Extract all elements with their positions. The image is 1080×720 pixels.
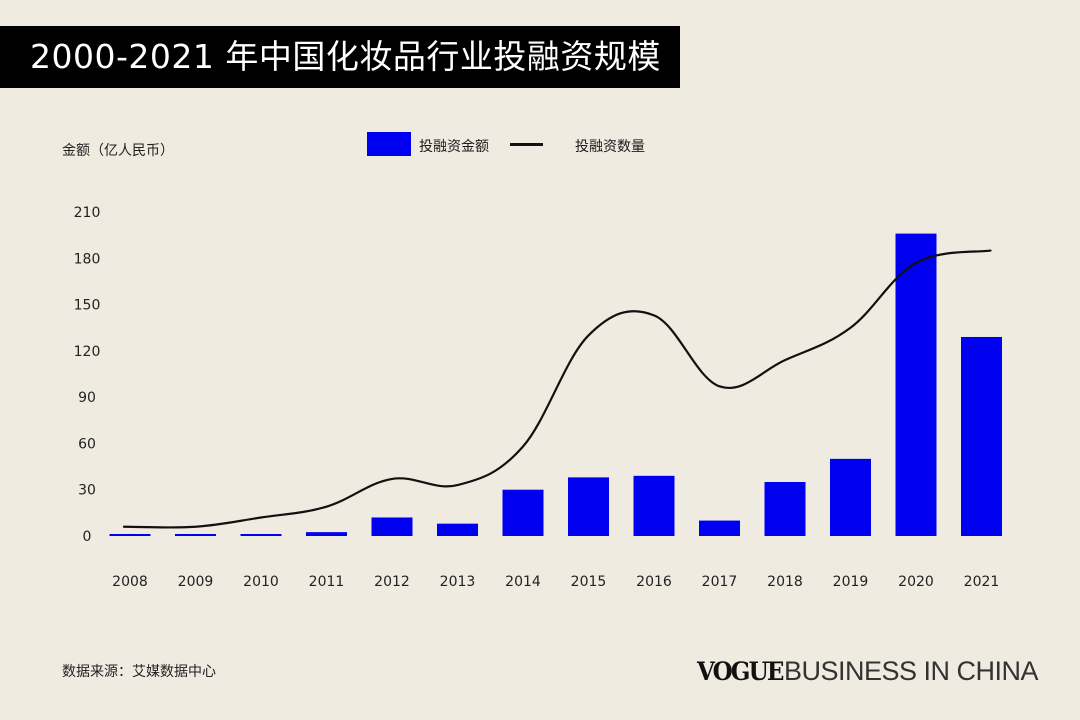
y-tick-label: 150: [74, 298, 101, 314]
line-count-path: [122, 249, 992, 529]
brand-logo: VOGUEBUSINESS IN CHINA: [697, 656, 1039, 692]
x-tick-label: 2020: [898, 574, 934, 590]
bar-2021: [961, 336, 1002, 536]
x-tick-label: 2017: [702, 574, 738, 590]
data-source: 数据来源：艾媒数据中心: [62, 664, 216, 680]
x-tick-label: 2013: [440, 574, 476, 590]
x-tick-label: 2019: [833, 574, 869, 590]
line-series: [122, 249, 992, 529]
x-tick-label: 2008: [112, 574, 148, 590]
bar-2009: [175, 534, 216, 536]
y-tick-label: 90: [78, 390, 96, 406]
bar-2013: [437, 523, 478, 536]
x-tick-label: 2012: [374, 574, 410, 590]
x-tick-label: 2009: [178, 574, 214, 590]
y-tick-label: 60: [78, 436, 96, 452]
title-banner: 2000-2021 年中国化妆品行业投融资规模: [0, 26, 680, 88]
bar-2016: [633, 475, 675, 536]
x-tick-label: 2015: [571, 574, 607, 590]
bar-series: [109, 233, 1002, 536]
brand-business-in-china: BUSINESS IN CHINA: [783, 656, 1039, 686]
y-axis: 0 30 60 90 120 150 180 210: [74, 205, 101, 545]
x-tick-label: 2016: [636, 574, 672, 590]
bar-2011: [306, 532, 347, 536]
legend-bar-label: 投融资金额: [419, 139, 489, 155]
chart-title: 2000-2021 年中国化妆品行业投融资规模: [30, 37, 661, 76]
bar-2010: [240, 534, 282, 536]
x-tick-label: 2021: [964, 574, 1000, 590]
bar-2012: [371, 517, 413, 536]
brand-vogue: VOGUE: [697, 657, 784, 686]
bar-2014: [502, 489, 544, 536]
x-tick-label: 2014: [505, 574, 541, 590]
x-tick-label: 2011: [309, 574, 345, 590]
bar-2020: [895, 233, 937, 536]
x-tick-label: 2010: [243, 574, 279, 590]
y-tick-label: 30: [78, 483, 96, 499]
y-tick-label: 120: [74, 344, 101, 360]
bar-2015: [568, 477, 609, 536]
legend-bar-swatch: [367, 132, 411, 156]
bar-2019: [830, 458, 871, 536]
x-axis: 2008 2009 2010 2011 2012 2013 2014 2015 2016 2017…: [112, 574, 999, 590]
x-tick-label: 2018: [767, 574, 803, 590]
y-tick-label: 210: [74, 205, 101, 221]
y-axis-unit-label: 金额（亿人民币）: [62, 143, 174, 159]
legend-line-swatch: [510, 143, 543, 146]
legend-line-label: 投融资数量: [575, 139, 645, 155]
bar-2008: [109, 534, 151, 536]
bar-2018: [764, 482, 806, 536]
y-tick-label: 0: [83, 529, 92, 545]
y-tick-label: 180: [74, 251, 101, 267]
bar-2017: [699, 520, 740, 536]
